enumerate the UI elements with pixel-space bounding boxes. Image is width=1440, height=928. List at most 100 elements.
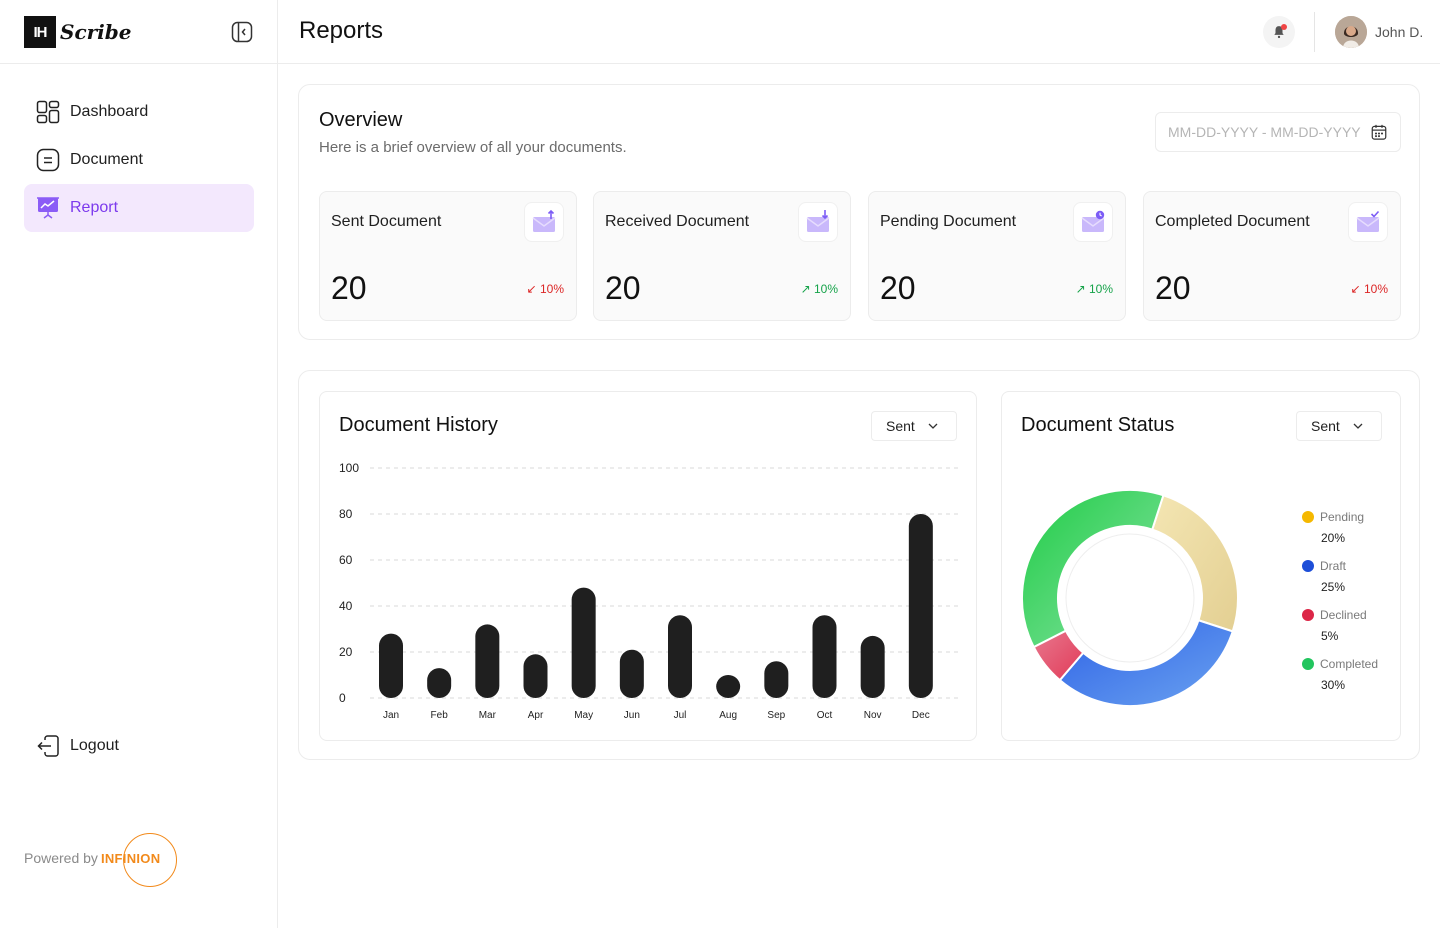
- avatar-icon: [1335, 16, 1367, 48]
- stat-change: ↙ 10%: [1351, 282, 1388, 296]
- x-tick-label: May: [574, 710, 593, 721]
- infinion-logo-ring: [122, 832, 177, 887]
- sidebar-item-label: Document: [70, 151, 143, 168]
- legend-item: Draft 25%: [1302, 559, 1378, 608]
- presentation-chart-icon: [37, 197, 59, 219]
- legend-item: Declined 5%: [1302, 608, 1378, 657]
- document-status-title: Document Status: [1021, 414, 1175, 436]
- document-status-card: Document Status Sent Pending 20% Draft 25% D…: [1001, 391, 1401, 741]
- donut-inner-ring: [1065, 533, 1195, 663]
- x-tick-label: Feb: [431, 710, 449, 721]
- trend-up-icon: ↗: [800, 282, 811, 296]
- date-range-placeholder: MM-DD-YYYY - MM-DD-YYYY: [1168, 124, 1361, 140]
- logout-icon: [37, 735, 59, 757]
- stat-value: 20: [880, 270, 916, 306]
- sidebar: IH Scribe Dashboard Document: [0, 0, 278, 928]
- user-name: John D.: [1375, 24, 1424, 40]
- overview-card: Overview Here is a brief overview of all…: [298, 84, 1420, 340]
- mail-check-icon: [1348, 202, 1388, 242]
- x-tick-label: Jun: [624, 710, 640, 721]
- stat-card-pending[interactable]: Pending Document 20 ↗ 10%: [868, 191, 1126, 321]
- sidebar-item-label: Report: [70, 199, 119, 216]
- status-filter-value: Sent: [1311, 418, 1340, 434]
- notification-badge: [1281, 24, 1287, 30]
- stat-card-sent[interactable]: Sent Document 20 ↙ 10%: [319, 191, 577, 321]
- stat-change-value: 10%: [813, 282, 838, 296]
- y-tick-label: 40: [339, 599, 353, 613]
- brand-logo[interactable]: IH Scribe: [24, 16, 131, 48]
- legend-value: 5%: [1321, 629, 1339, 643]
- y-tick-label: 80: [339, 507, 353, 521]
- top-header: Reports John D.: [278, 0, 1440, 64]
- mail-upload-icon: [524, 202, 564, 242]
- brand-name: Scribe: [60, 20, 132, 44]
- bar[interactable]: [812, 615, 837, 698]
- user-menu[interactable]: John D.: [1335, 16, 1423, 48]
- bar[interactable]: [427, 668, 452, 698]
- bar[interactable]: [908, 514, 933, 698]
- x-tick-label: Sep: [767, 710, 785, 721]
- calendar-icon: [1371, 124, 1387, 140]
- status-filter-dropdown[interactable]: Sent: [1296, 411, 1382, 441]
- stat-value: 20: [605, 270, 641, 306]
- bar[interactable]: [379, 633, 403, 698]
- legend-label: Draft: [1320, 559, 1347, 573]
- legend-item: Pending 20%: [1302, 510, 1378, 559]
- document-status-donut-chart: [1021, 489, 1239, 707]
- legend-dot: [1302, 609, 1314, 621]
- charts-section: Document History Sent 0 20 40 60 80 100 Jan Feb…: [298, 370, 1420, 760]
- y-tick-label: 0: [339, 691, 346, 705]
- donut-slice-draft[interactable]: [1058, 618, 1234, 707]
- bar[interactable]: [523, 654, 548, 698]
- donut-slice-completed[interactable]: [1021, 489, 1165, 649]
- collapse-sidebar-button[interactable]: [230, 20, 254, 44]
- infinion-logo: INFINION: [101, 832, 177, 887]
- legend-dot: [1302, 511, 1314, 523]
- bar[interactable]: [764, 661, 789, 698]
- logout-button[interactable]: Logout: [24, 722, 254, 770]
- x-tick-label: Oct: [817, 710, 833, 721]
- document-history-bar-chart: 0 20 40 60 80 100 Jan Feb Mar Apr May Jun Jul Aug Sep O…: [339, 461, 958, 721]
- header-divider: [1314, 12, 1315, 52]
- stat-card-received[interactable]: Received Document 20 ↗ 10%: [593, 191, 851, 321]
- bar[interactable]: [619, 649, 644, 698]
- stat-change-value: 10%: [1088, 282, 1113, 296]
- stat-change-value: 10%: [1363, 282, 1388, 296]
- chevron-down-icon: [1353, 423, 1363, 429]
- legend-label: Completed: [1320, 657, 1379, 671]
- trend-down-icon: ↙: [1350, 282, 1361, 296]
- bar[interactable]: [571, 587, 596, 698]
- document-history-title: Document History: [339, 414, 498, 436]
- sidebar-item-document[interactable]: Document: [24, 136, 254, 184]
- date-range-picker[interactable]: MM-DD-YYYY - MM-DD-YYYY: [1155, 112, 1401, 152]
- legend-label: Declined: [1320, 608, 1367, 622]
- sidebar-item-report[interactable]: Report: [24, 184, 254, 232]
- donut-slice-pending[interactable]: [1150, 494, 1239, 633]
- notifications-button[interactable]: [1263, 16, 1295, 48]
- stat-value: 20: [1155, 270, 1191, 306]
- bar[interactable]: [716, 675, 741, 698]
- stat-card-completed[interactable]: Completed Document 20 ↙ 10%: [1143, 191, 1401, 321]
- logout-section: Logout: [24, 722, 254, 770]
- stat-change: ↙ 10%: [527, 282, 564, 296]
- stat-change: ↗ 10%: [1076, 282, 1113, 296]
- sidebar-collapse-icon: [231, 21, 253, 43]
- overview-subtitle: Here is a brief overview of all your doc…: [319, 139, 627, 156]
- sidebar-divider: [0, 63, 278, 64]
- stat-label: Completed Document: [1155, 213, 1310, 230]
- powered-by-label: Powered by: [24, 850, 98, 866]
- legend-value: 30%: [1321, 678, 1346, 692]
- bar[interactable]: [668, 615, 692, 698]
- bar[interactable]: [475, 624, 500, 698]
- bar[interactable]: [860, 635, 885, 698]
- stat-label: Pending Document: [880, 213, 1017, 230]
- x-tick-label: Jan: [383, 710, 399, 721]
- avatar: [1335, 16, 1367, 48]
- sidebar-item-dashboard[interactable]: Dashboard: [24, 88, 254, 136]
- chevron-down-icon: [928, 423, 938, 429]
- history-filter-dropdown[interactable]: Sent: [871, 411, 957, 441]
- document-history-card: Document History Sent 0 20 40 60 80 100 Jan Feb…: [319, 391, 977, 741]
- legend-value: 25%: [1321, 580, 1346, 594]
- stat-value: 20: [331, 270, 367, 306]
- legend-dot: [1302, 560, 1314, 572]
